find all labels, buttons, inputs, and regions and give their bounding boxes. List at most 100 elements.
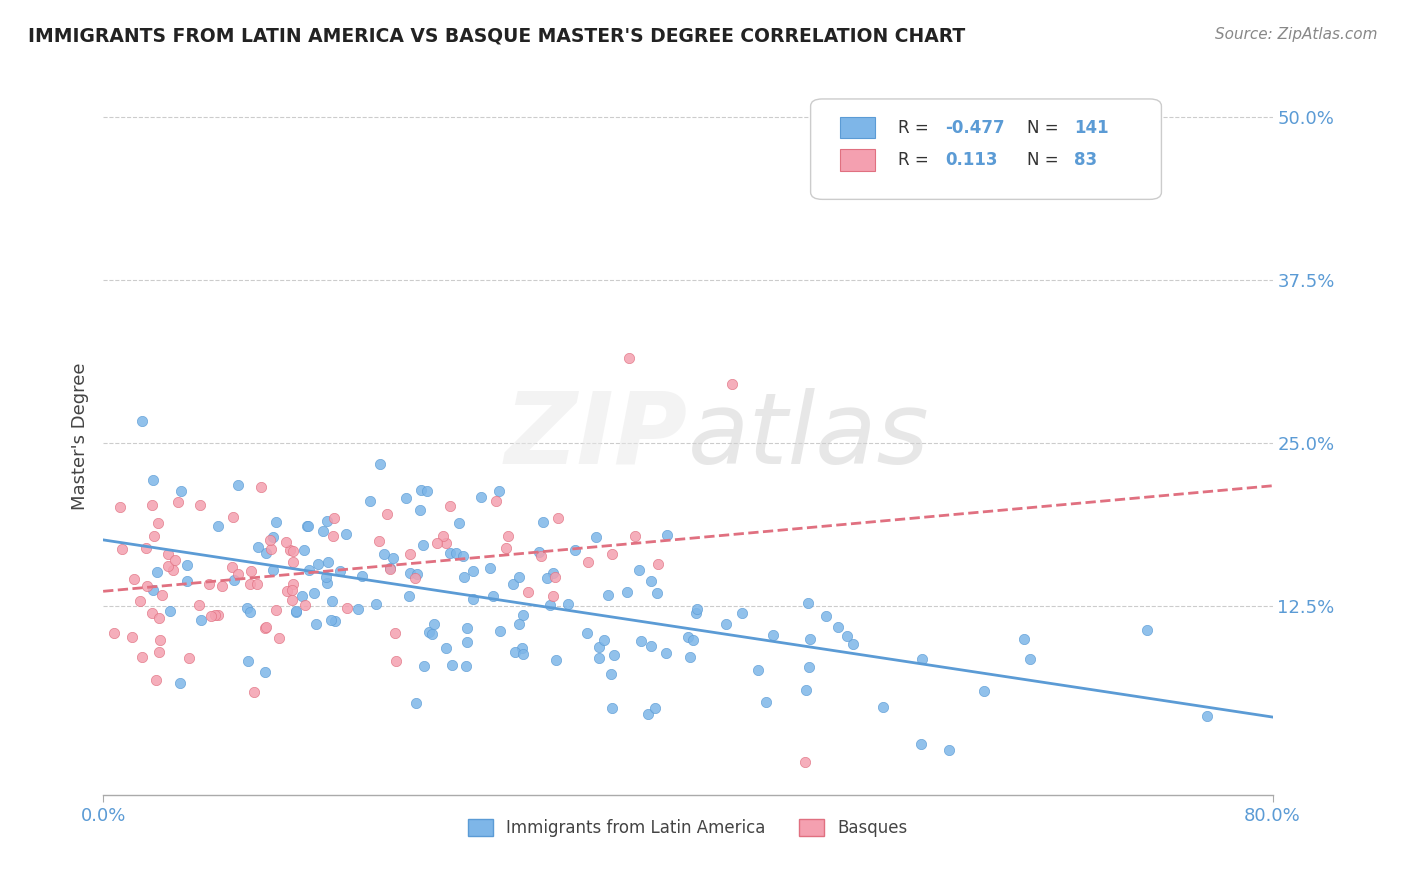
Point	[316, 556, 339, 570]
Point	[131, 414, 153, 428]
Text: atlas: atlas	[688, 387, 929, 484]
Point	[323, 614, 346, 628]
Point	[298, 563, 321, 577]
Point	[593, 633, 616, 648]
Point	[685, 606, 707, 620]
Point	[157, 547, 180, 561]
Text: N =: N =	[1026, 119, 1064, 136]
Point	[335, 527, 357, 541]
Point	[285, 605, 308, 619]
Point	[508, 616, 530, 631]
Point	[585, 531, 607, 545]
Point	[274, 534, 297, 549]
Point	[835, 630, 858, 644]
Point	[254, 546, 277, 560]
Point	[281, 577, 304, 591]
Point	[276, 584, 298, 599]
Point	[647, 558, 669, 572]
Point	[640, 574, 662, 588]
Point	[416, 483, 439, 498]
Point	[226, 566, 249, 581]
Point	[453, 569, 475, 583]
Point	[531, 515, 554, 529]
Point	[576, 555, 599, 569]
Point	[398, 589, 420, 603]
Point	[495, 541, 517, 556]
Point	[129, 593, 152, 607]
Point	[938, 742, 960, 756]
Point	[655, 646, 678, 660]
Point	[253, 621, 276, 635]
Point	[197, 577, 219, 591]
Point	[145, 565, 167, 579]
Point	[207, 519, 229, 533]
Point	[405, 567, 427, 582]
Point	[176, 574, 198, 589]
Point	[143, 529, 166, 543]
Point	[640, 639, 662, 653]
Point	[413, 658, 436, 673]
Point	[872, 700, 894, 714]
Point	[294, 599, 316, 613]
Point	[557, 597, 579, 611]
Point	[148, 645, 170, 659]
Point	[368, 457, 391, 471]
Point	[600, 700, 623, 714]
Point	[239, 605, 262, 619]
Point	[297, 519, 319, 533]
Point	[319, 613, 342, 627]
Point	[404, 570, 426, 584]
Point	[315, 570, 337, 584]
Point	[281, 582, 304, 597]
Point	[409, 502, 432, 516]
Text: -0.477: -0.477	[945, 119, 1005, 136]
Point	[447, 516, 470, 530]
Point	[322, 528, 344, 542]
Point	[321, 593, 343, 607]
Point	[142, 473, 165, 487]
Point	[405, 696, 427, 710]
Point	[423, 617, 446, 632]
Point	[426, 536, 449, 550]
Point	[755, 695, 778, 709]
Point	[434, 535, 457, 549]
Point	[538, 598, 561, 612]
Point	[108, 500, 131, 514]
Point	[747, 663, 769, 677]
Point	[973, 683, 995, 698]
Point	[645, 586, 668, 600]
Point	[444, 546, 467, 560]
Point	[544, 570, 567, 584]
Point	[600, 547, 623, 561]
Text: IMMIGRANTS FROM LATIN AMERICA VS BASQUE MASTER'S DEGREE CORRELATION CHART: IMMIGRANTS FROM LATIN AMERICA VS BASQUE …	[28, 27, 966, 45]
Text: 83: 83	[1074, 151, 1097, 169]
Text: N =: N =	[1026, 151, 1064, 169]
Point	[910, 737, 932, 751]
Point	[336, 601, 359, 615]
Text: 0.113: 0.113	[945, 151, 998, 169]
Point	[512, 647, 534, 661]
Point	[352, 569, 374, 583]
Point	[297, 519, 319, 533]
Point	[302, 586, 325, 600]
Point	[439, 546, 461, 560]
Point	[380, 562, 402, 576]
Point	[149, 632, 172, 647]
Point	[644, 700, 666, 714]
Point	[264, 603, 287, 617]
Text: Source: ZipAtlas.com: Source: ZipAtlas.com	[1215, 27, 1378, 42]
Point	[239, 564, 262, 578]
Text: ZIP: ZIP	[505, 387, 688, 484]
Point	[762, 628, 785, 642]
Point	[461, 564, 484, 578]
Point	[488, 483, 510, 498]
Point	[359, 494, 381, 508]
Point	[207, 608, 229, 623]
Point	[512, 607, 534, 622]
Point	[682, 633, 704, 648]
Point	[385, 654, 408, 668]
Point	[619, 351, 641, 365]
Point	[1197, 709, 1219, 723]
Point	[141, 606, 163, 620]
Point	[714, 617, 737, 632]
